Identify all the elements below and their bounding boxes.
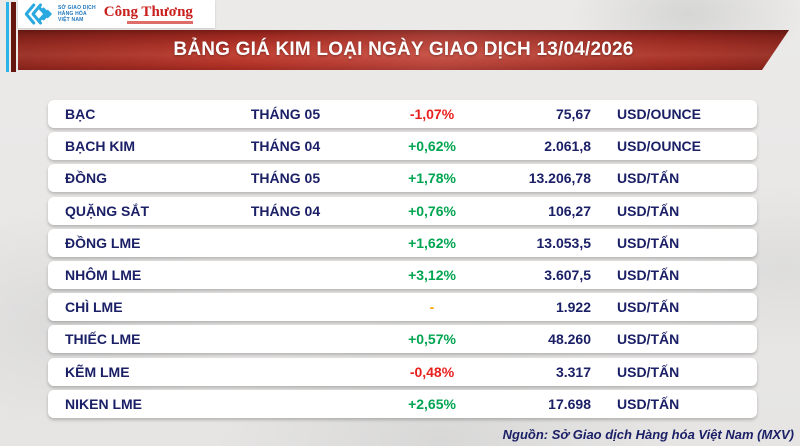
- price-value: 2.061,8: [544, 138, 591, 155]
- table-row: QUẶNG SẮT THÁNG 04 +0,76% 106,27 USD/TẤN: [48, 196, 757, 225]
- contract-month: THÁNG 04: [250, 138, 321, 155]
- price-unit: USD/TẤN: [617, 266, 680, 283]
- mxv-chevrons-icon: [24, 3, 52, 25]
- commodity-name: CHÌ LME: [65, 299, 123, 316]
- price-unit: USD/TẤN: [617, 395, 680, 412]
- contract-month: THÁNG 04: [250, 202, 321, 219]
- table-row: BẠC THÁNG 05 -1,07% 75,67 USD/OUNCE: [48, 100, 757, 128]
- mxv-line-2: HÀNG HÓA: [58, 11, 87, 17]
- branding-bar: SỞ GIAO DỊCH HÀNG HÓA VIỆT NAM Công Thươ…: [18, 0, 215, 28]
- contract-month: THÁNG 05: [250, 106, 321, 122]
- change-percent: -0,48%: [409, 363, 455, 380]
- price-value: 17.698: [548, 395, 591, 412]
- price-unit: USD/OUNCE: [617, 138, 702, 155]
- congthuong-logo: Công Thương: [103, 3, 193, 24]
- price-unit: USD/TẤN: [617, 202, 680, 219]
- price-table: BẠC THÁNG 05 -1,07% 75,67 USD/OUNCE BẠCH KIM T…: [48, 100, 757, 418]
- congthuong-tagline-bar: [126, 20, 193, 24]
- title-banner: BẢNG GIÁ KIM LOẠI NGÀY GIAO DỊCH 13/04/2…: [18, 30, 789, 70]
- accent-stripe-cyan: [6, 2, 9, 72]
- commodity-name: BẠCH KIM: [65, 138, 135, 155]
- price-value: 48.260: [548, 331, 591, 348]
- price-value: 3.607,5: [544, 266, 591, 283]
- table-row: KẼM LME -0,48% 3.317 USD/TẤN: [48, 357, 757, 386]
- table-row: CHÌ LME - 1.922 USD/TẤN: [48, 293, 757, 322]
- change-percent: +1,78%: [408, 170, 456, 187]
- price-value: 13.206,78: [528, 170, 591, 187]
- congthuong-wordmark: Công Thương: [103, 3, 193, 20]
- table-row: ĐỒNG LME +1,62% 13.053,5 USD/TẤN: [48, 228, 757, 257]
- price-unit: USD/TẤN: [617, 234, 680, 251]
- commodity-name: BẠC: [65, 106, 96, 122]
- price-value: 75,67: [555, 106, 591, 122]
- price-value: 3.317: [555, 363, 591, 380]
- commodity-name: ĐỒNG LME: [65, 234, 141, 251]
- table-row: BẠCH KIM THÁNG 04 +0,62% 2.061,8 USD/OUNCE: [48, 132, 757, 161]
- commodity-name: NHÔM LME: [65, 266, 142, 283]
- accent-stripe-maroon: [11, 2, 16, 72]
- change-percent: +0,62%: [408, 138, 456, 155]
- change-percent: +0,57%: [408, 331, 456, 348]
- price-unit: USD/TẤN: [617, 363, 680, 380]
- change-percent: +2,65%: [408, 395, 456, 412]
- commodity-name: THIẾC LME: [65, 331, 141, 348]
- commodity-name: NIKEN LME: [65, 395, 142, 412]
- mxv-wordmark: SỞ GIAO DỊCH HÀNG HÓA VIỆT NAM: [58, 5, 96, 23]
- price-unit: USD/OUNCE: [617, 106, 702, 122]
- price-unit: USD/TẤN: [617, 331, 680, 348]
- contract-month: THÁNG 05: [250, 170, 321, 187]
- mxv-line-1: SỞ GIAO DỊCH: [58, 5, 96, 11]
- table-row: THIẾC LME +0,57% 48.260 USD/TẤN: [48, 325, 757, 354]
- commodity-name: KẼM LME: [65, 363, 130, 380]
- mxv-line-3: VIỆT NAM: [58, 17, 84, 23]
- price-value: 13.053,5: [536, 234, 592, 251]
- change-percent: +0,76%: [408, 202, 456, 219]
- commodity-name: QUẶNG SẮT: [65, 202, 149, 219]
- change-percent: +1,62%: [408, 234, 456, 251]
- price-unit: USD/TẤN: [617, 299, 680, 316]
- change-percent: +3,12%: [408, 266, 456, 283]
- change-percent: -: [429, 299, 435, 316]
- price-unit: USD/TẤN: [617, 170, 680, 187]
- price-value: 1.922: [555, 299, 591, 316]
- table-row: NIKEN LME +2,65% 17.698 USD/TẤN: [48, 389, 757, 418]
- change-percent: -1,07%: [409, 106, 455, 122]
- table-row: ĐỒNG THÁNG 05 +1,78% 13.206,78 USD/TẤN: [48, 164, 757, 193]
- table-row: NHÔM LME +3,12% 3.607,5 USD/TẤN: [48, 260, 757, 289]
- commodity-name: ĐỒNG: [65, 170, 107, 187]
- source-note: Nguồn: Sở Giao dịch Hàng hóa Việt Nam (M…: [502, 427, 794, 442]
- page-title: BẢNG GIÁ KIM LOẠI NGÀY GIAO DỊCH 13/04/2…: [173, 39, 634, 60]
- price-value: 106,27: [548, 202, 591, 219]
